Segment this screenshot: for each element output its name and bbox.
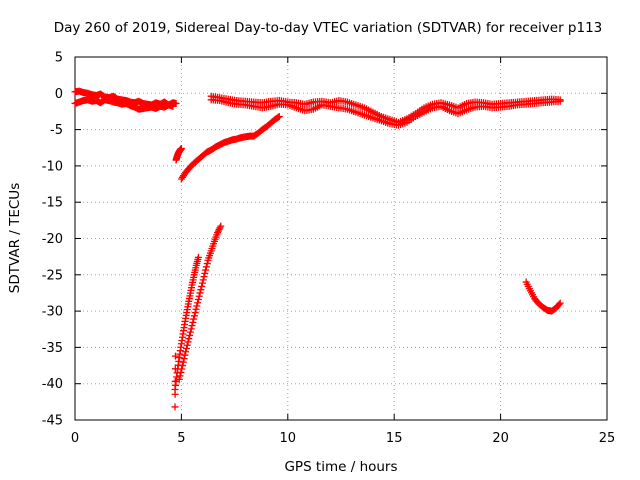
- data-point: [171, 365, 179, 373]
- data-point: [198, 282, 206, 290]
- x-tick-label: 20: [492, 431, 509, 446]
- data-point: [197, 286, 205, 294]
- y-tick-label: 5: [55, 51, 63, 66]
- data-point: [198, 279, 206, 287]
- y-tick-label: 0: [55, 87, 63, 102]
- data-point: [192, 305, 200, 313]
- data-point: [217, 222, 225, 230]
- data-point: [196, 289, 204, 297]
- data-point: [176, 372, 184, 380]
- data-point: [178, 362, 186, 370]
- y-tick-label: -45: [42, 414, 63, 429]
- data-point: [182, 348, 190, 356]
- data-point: [186, 328, 194, 336]
- data-point: [193, 302, 201, 310]
- y-axis-label: SDTVAR / TECUs: [7, 183, 23, 293]
- data-point: [216, 224, 224, 232]
- data-point: [195, 292, 203, 300]
- data-point: [186, 331, 194, 339]
- data-point: [203, 260, 211, 268]
- data-point: [202, 263, 210, 271]
- y-tick-label: -20: [42, 232, 63, 247]
- data-point: [190, 315, 198, 323]
- data-point: [169, 102, 177, 110]
- y-tick-label: -30: [42, 305, 63, 320]
- data-points: [71, 87, 564, 411]
- data-point: [177, 144, 185, 152]
- data-point: [556, 97, 564, 105]
- data-point: [194, 253, 202, 261]
- data-point: [181, 351, 189, 359]
- data-point: [191, 309, 199, 317]
- data-point: [215, 225, 223, 233]
- x-axis-label: GPS time / hours: [284, 459, 397, 475]
- data-point: [556, 299, 564, 307]
- data-point: [200, 273, 208, 281]
- data-point: [187, 325, 195, 333]
- data-point: [171, 403, 179, 411]
- x-tick-label: 5: [177, 431, 185, 446]
- data-point: [214, 227, 222, 235]
- data-point: [177, 368, 185, 376]
- y-tick-label: -25: [42, 268, 63, 283]
- data-point: [190, 312, 198, 320]
- data-point: [189, 318, 197, 326]
- y-tick-label: -35: [42, 341, 63, 356]
- y-tick-label: -15: [42, 196, 63, 211]
- x-tick-label: 25: [599, 431, 616, 446]
- y-tick-label: -5: [50, 123, 63, 138]
- data-point: [171, 390, 179, 398]
- data-point: [179, 358, 187, 366]
- data-point: [182, 344, 190, 352]
- data-point: [194, 299, 202, 307]
- data-point: [202, 266, 210, 274]
- x-tick-label: 10: [280, 431, 297, 446]
- y-tick-label: -10: [42, 159, 63, 174]
- data-point: [188, 322, 196, 330]
- y-axis-ticks: 5 0 -5 -10 -15 -20 -25 -30 -35 -40 -45: [42, 51, 607, 429]
- data-point: [175, 375, 183, 383]
- data-point: [183, 341, 191, 349]
- data-point: [185, 335, 193, 343]
- data-point: [171, 352, 179, 360]
- data-point: [178, 365, 186, 373]
- data-point: [184, 338, 192, 346]
- x-tick-label: 15: [386, 431, 403, 446]
- data-point: [555, 300, 563, 308]
- data-point: [214, 229, 222, 237]
- data-point: [201, 269, 209, 277]
- data-point: [180, 355, 188, 363]
- x-tick-label: 0: [71, 431, 79, 446]
- data-point: [194, 295, 202, 303]
- chart-title: Day 260 of 2019, Sidereal Day-to-day VTE…: [54, 20, 603, 36]
- data-point: [199, 276, 207, 284]
- data-point: [274, 113, 282, 121]
- data-point: [171, 378, 179, 386]
- x-axis-ticks: 0 5 10 15 20 25: [71, 57, 615, 446]
- y-tick-label: -40: [42, 377, 63, 392]
- data-point: [275, 113, 283, 121]
